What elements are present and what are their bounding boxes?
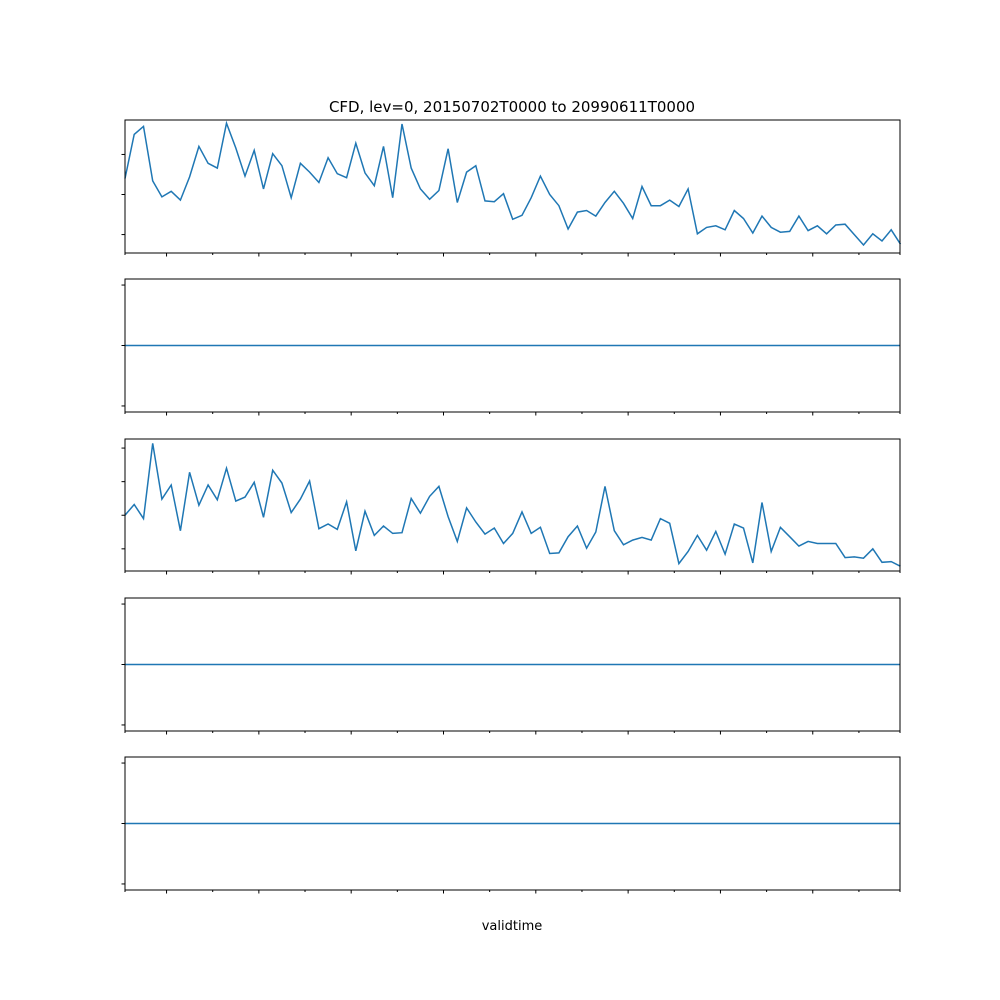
axes-frame xyxy=(124,119,901,254)
panel-fieldmin xyxy=(121,278,901,416)
panel-nummasked xyxy=(121,597,901,735)
chart-title: CFD, lev=0, 20150702T0000 to 20990611T00… xyxy=(329,98,695,116)
series-line-fieldmax xyxy=(124,443,901,567)
axes-frame xyxy=(124,438,901,572)
x-axis-label: validtime xyxy=(482,919,543,934)
panel-numnan xyxy=(121,756,901,894)
panel-fieldmean xyxy=(121,119,902,257)
series-line-fieldmean xyxy=(124,120,902,247)
panel-fieldmax xyxy=(121,438,901,575)
